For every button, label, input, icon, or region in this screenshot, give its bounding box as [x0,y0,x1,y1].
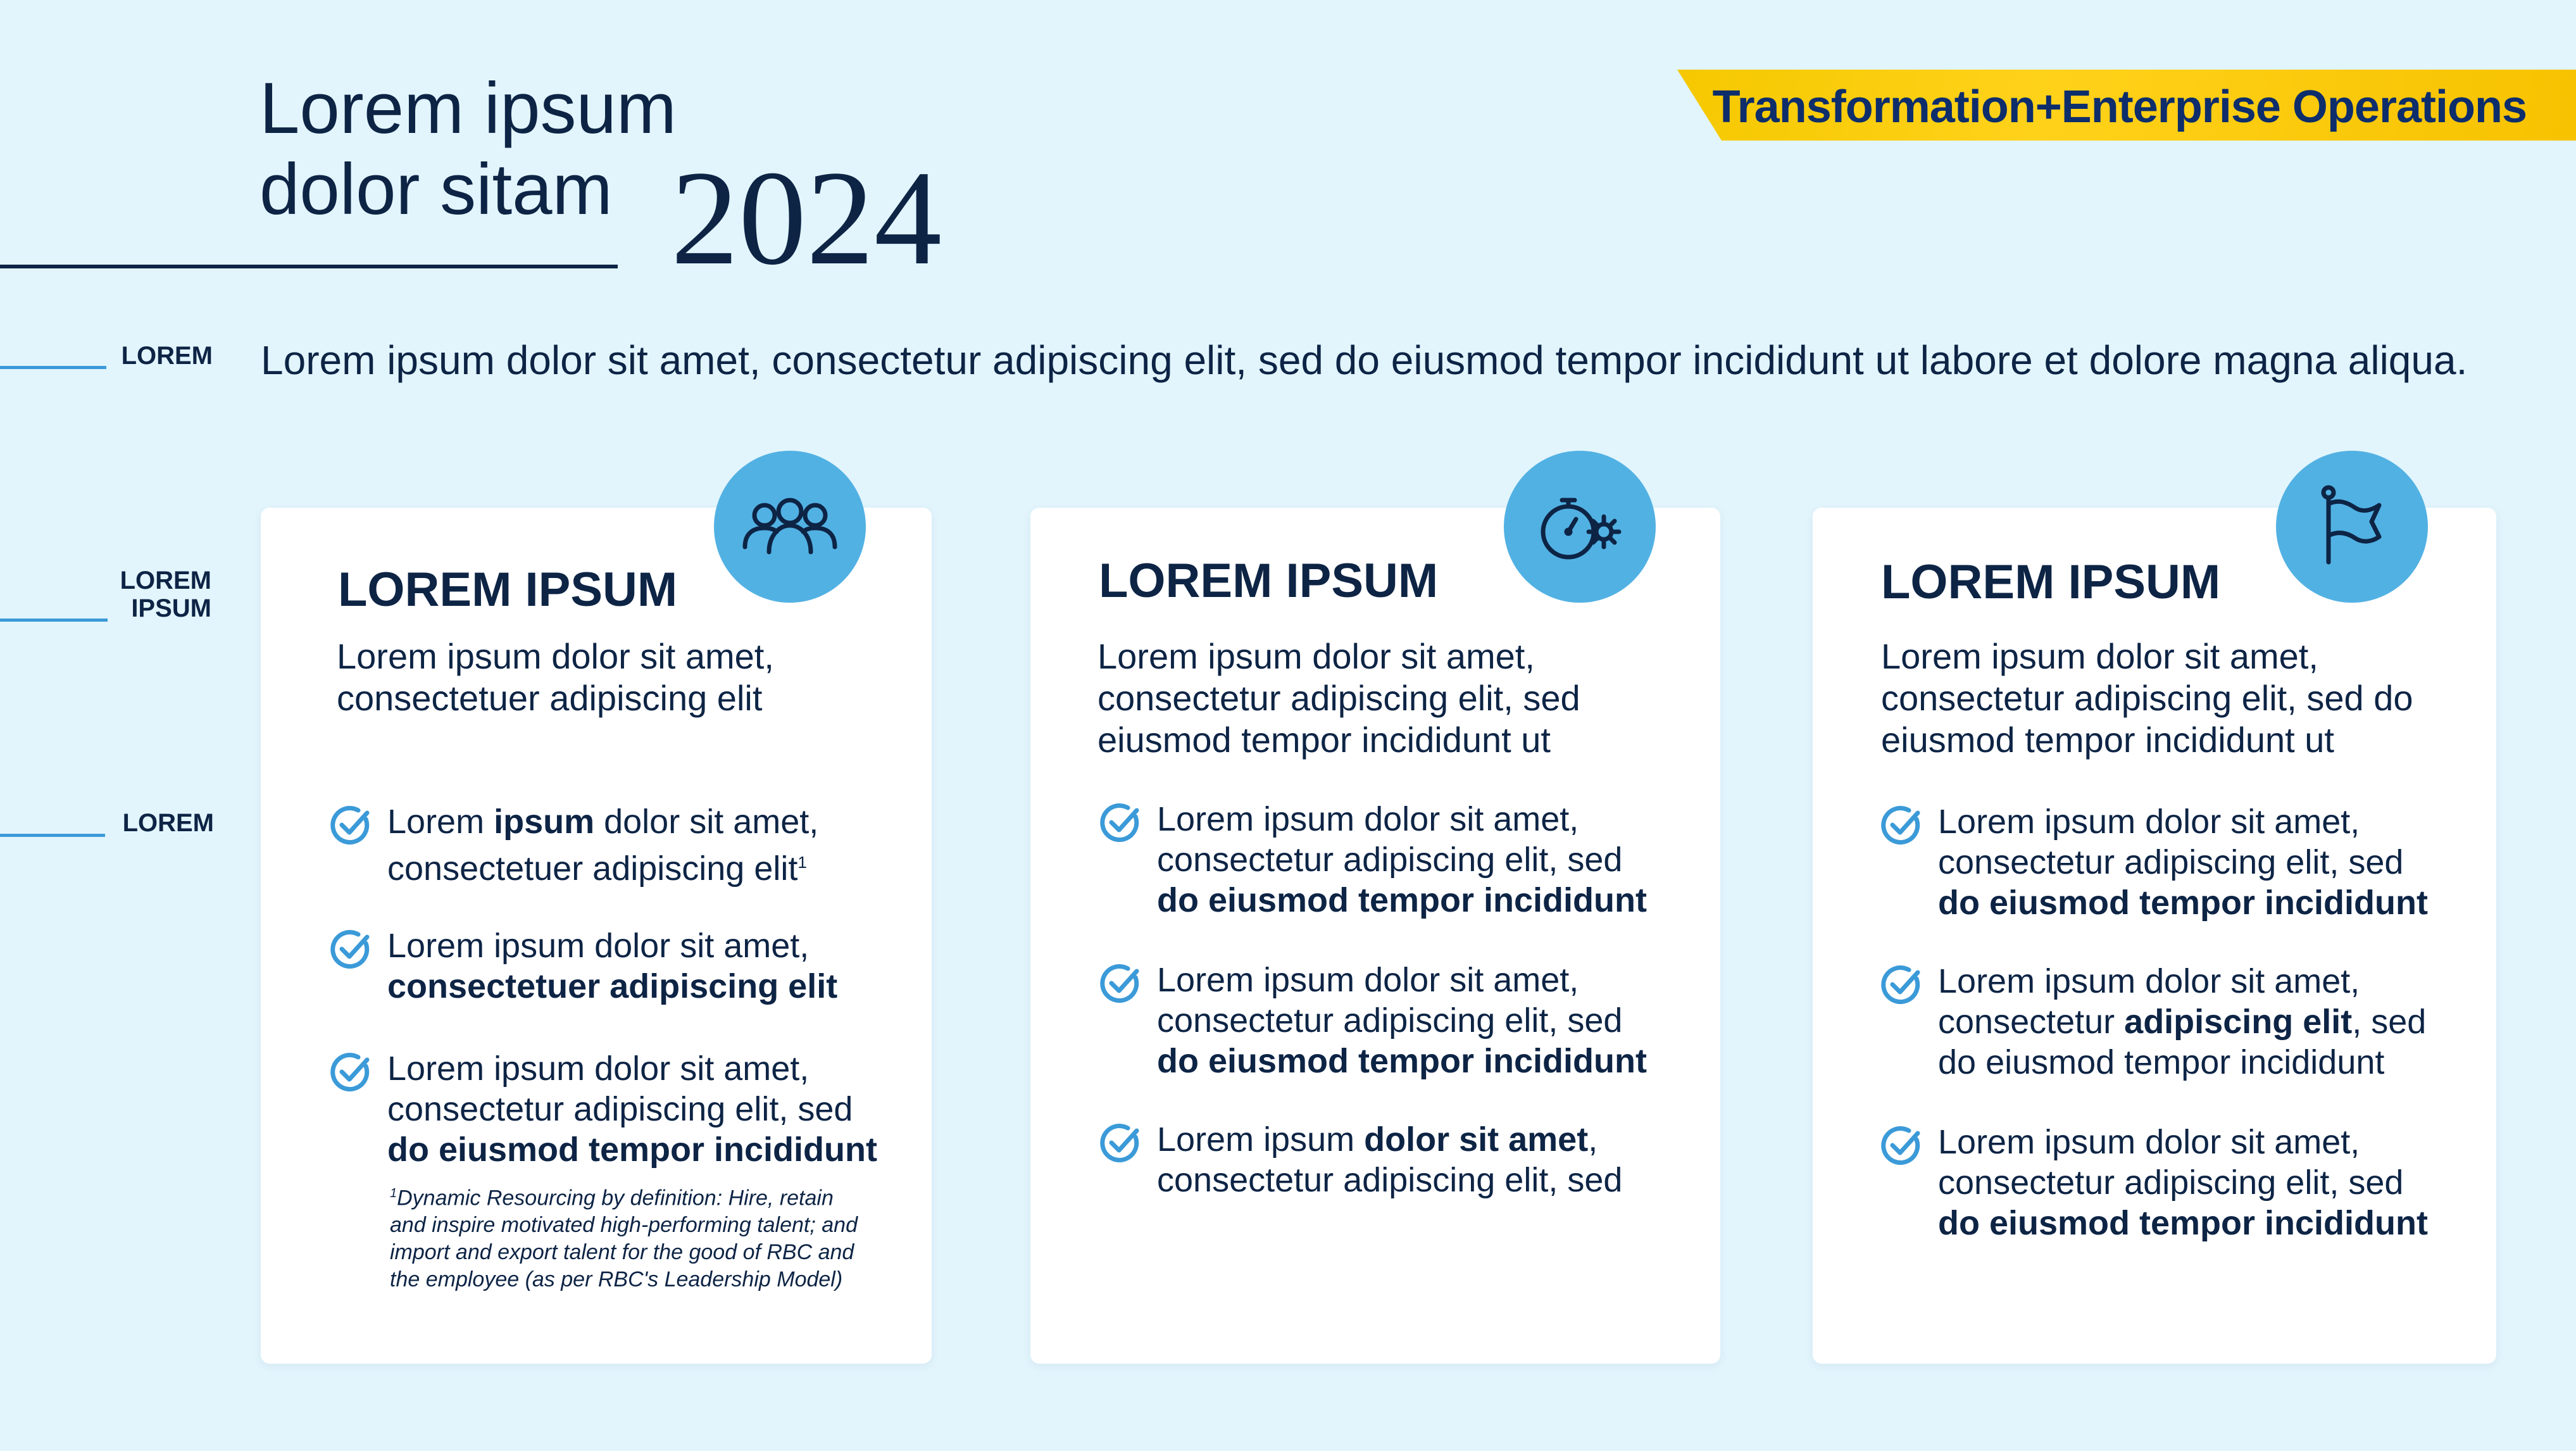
title-year: 2024 [671,143,942,293]
intro-text: Lorem ipsum dolor sit amet, consectetur … [261,337,2468,383]
card-2-item-2-text: Lorem ipsum dolor sit amet, consectetur … [1157,961,1647,1080]
card-2-subtitle: Lorem ipsum dolor sit amet, consectetur … [1097,636,1580,760]
card-1-item-3: Lorem ipsum dolor sit amet, consectetur … [330,1048,887,1170]
check-circle-icon [1100,1124,1139,1163]
card-2 [1030,508,1720,1364]
card-1-footnote: 1Dynamic Resourcing by definition: Hire,… [390,1186,858,1292]
side-label-2-line2: IPSUM [131,594,211,622]
card-2-item-3-text: Lorem ipsum dolor sit amet, consectetur … [1157,1121,1623,1199]
check-circle-icon [1881,1126,1920,1165]
side-label-3: LOREM [122,809,214,837]
side-line-1 [0,366,106,369]
card-1-item-3-text: Lorem ipsum dolor sit amet, consectetur … [387,1050,877,1169]
card-3-item-1: Lorem ipsum dolor sit amet, consectetur … [1881,801,2451,923]
page-title-line1: Lorem ipsum [259,68,677,149]
card-2-item-2: Lorem ipsum dolor sit amet, consectetur … [1100,960,1670,1081]
card-1-title: LOREM IPSUM [338,563,678,617]
side-line-2 [0,619,108,622]
card-1-icon-badge [714,451,866,603]
card-1-item-1-text: Lorem ipsum dolor sit amet, consectetuer… [387,803,819,888]
flag-icon [2321,485,2382,565]
card-2-item-1-text: Lorem ipsum dolor sit amet, consectetur … [1157,800,1647,919]
card-2-title: LOREM IPSUM [1099,554,1439,608]
people-group-icon [742,498,837,555]
card-3-item-2: Lorem ipsum dolor sit amet, consectetur … [1881,961,2451,1083]
card-1-item-1: Lorem ipsum dolor sit amet, consectetuer… [330,801,887,889]
check-circle-icon [330,930,370,969]
card-3 [1813,508,2496,1364]
card-1-item-2-text: Lorem ipsum dolor sit amet, consectetuer… [387,927,838,1005]
card-3-icon-badge [2276,451,2428,603]
banner-text: Transformation+Enterprise Operations [1712,82,2527,132]
page-title-line2: dolor sitam [259,149,613,230]
side-label-2: LOREM IPSUM [95,567,211,622]
check-circle-icon [1100,964,1139,1003]
card-3-item-3: Lorem ipsum dolor sit amet, consectetur … [1881,1122,2451,1243]
card-1-item-2: Lorem ipsum dolor sit amet, consectetuer… [330,926,887,1007]
card-1-subtitle: Lorem ipsum dolor sit amet, consectetuer… [337,636,774,718]
check-circle-icon [330,1053,370,1092]
check-circle-icon [330,806,370,845]
title-divider [0,265,618,268]
check-circle-icon [1881,806,1920,845]
stopwatch-gear-icon [1541,498,1622,560]
page-title: Lorem ipsum dolor sitam [259,68,677,230]
card-3-item-1-text: Lorem ipsum dolor sit amet, consectetur … [1938,803,2428,922]
check-circle-icon [1881,965,1920,1005]
card-3-title: LOREM IPSUM [1881,555,2221,609]
card-1 [261,508,932,1364]
card-2-icon-badge [1504,451,1656,603]
card-2-item-3: Lorem ipsum dolor sit amet, consectetur … [1100,1119,1670,1200]
card-3-item-2-text: Lorem ipsum dolor sit amet, consectetur … [1938,962,2427,1081]
side-line-3 [0,834,105,837]
card-3-item-3-text: Lorem ipsum dolor sit amet, consectetur … [1938,1123,2428,1242]
side-label-2-line1: LOREM [120,567,211,594]
card-3-subtitle: Lorem ipsum dolor sit amet, consectetur … [1881,636,2413,760]
check-circle-icon [1100,803,1139,843]
side-label-1: LOREM [121,342,213,370]
card-2-item-1: Lorem ipsum dolor sit amet, consectetur … [1100,799,1670,920]
department-banner: Transformation+Enterprise Operations [1677,70,2576,141]
